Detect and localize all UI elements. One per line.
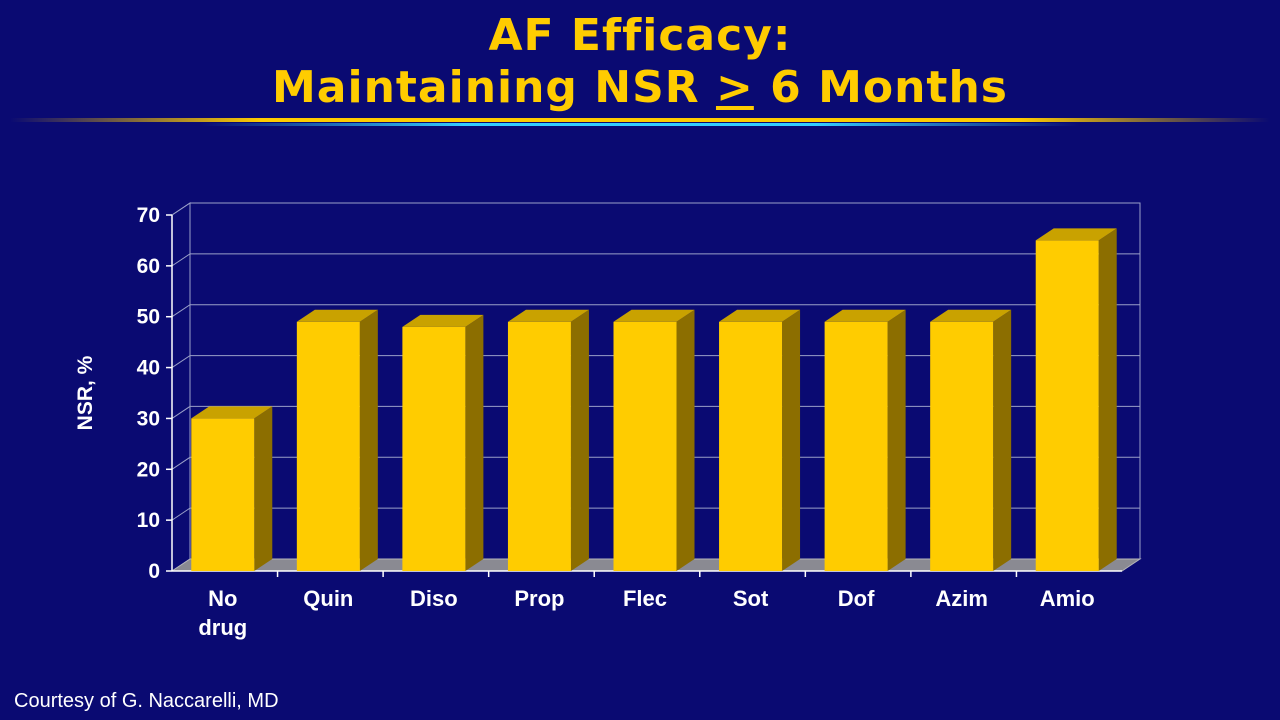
title-line-2: Maintaining NSR > 6 Months — [0, 62, 1280, 114]
x-tick-label: Diso — [410, 586, 458, 611]
bar-top — [613, 309, 695, 322]
bar-side — [570, 309, 589, 571]
bar — [1035, 240, 1099, 571]
y-tick-label: 0 — [148, 560, 160, 583]
bar — [930, 321, 994, 571]
title-line-2-suffix: 6 Months — [753, 62, 1008, 113]
bar-side — [782, 309, 801, 571]
bar-chart: 0 10 20 30 40 50 60 70 NSR, % No drug Quin Diso Prop F… — [74, 202, 1142, 640]
x-tick-label: Prop — [514, 586, 564, 611]
y-tick-label: 30 — [137, 407, 160, 430]
bar-side — [887, 309, 906, 571]
bar-top — [191, 406, 273, 419]
bar-side — [993, 309, 1012, 571]
bar-side — [254, 406, 273, 571]
x-tick-label: Dof — [838, 586, 875, 611]
bar-side — [1098, 228, 1117, 571]
x-tick-label: Sot — [733, 586, 769, 611]
y-tick-label: 10 — [137, 509, 160, 532]
bar-top — [1035, 228, 1117, 241]
x-tick-label: Flec — [623, 586, 667, 611]
bar-top — [824, 309, 906, 322]
bar — [719, 321, 783, 571]
bar — [402, 326, 466, 571]
slide-title: AF Efficacy: Maintaining NSR > 6 Months — [0, 10, 1280, 114]
gridline — [171, 202, 1140, 216]
bar-top — [719, 309, 801, 322]
x-tick-label: No drug — [198, 586, 247, 640]
bar — [824, 321, 888, 571]
title-line-1: AF Efficacy: — [488, 10, 792, 61]
x-tick-label: Quin — [303, 586, 353, 611]
bar — [613, 321, 677, 571]
gridline — [171, 253, 1140, 267]
y-tick-label: 50 — [137, 306, 160, 329]
title-divider — [10, 118, 1270, 126]
chart-side-wall — [171, 202, 191, 572]
x-tick-label: Amio — [1040, 586, 1095, 611]
bar-top — [507, 309, 589, 322]
title-line-2-prefix: Maintaining NSR — [272, 62, 716, 113]
bar — [191, 418, 255, 571]
gridline — [171, 405, 1140, 419]
bar-top — [930, 309, 1012, 322]
credit-text: Courtesy of G. Naccarelli, MD — [14, 690, 279, 712]
y-tick-label: 70 — [137, 204, 160, 227]
x-tick-label: Azim — [935, 586, 988, 611]
bar-top — [402, 314, 484, 327]
bar-side — [465, 314, 484, 571]
bar — [296, 321, 360, 571]
gridline — [171, 355, 1140, 368]
bar-side — [359, 309, 378, 571]
gridline — [171, 456, 1140, 470]
bar — [507, 321, 571, 571]
gridline — [171, 507, 1140, 521]
greater-equal-symbol: > — [715, 62, 754, 113]
bar-side — [676, 309, 695, 571]
y-tick-label: 20 — [137, 458, 160, 481]
bar-top — [296, 309, 378, 322]
y-tick-label: 60 — [137, 255, 160, 278]
y-axis-title: NSR, % — [74, 355, 97, 430]
y-tick-label: 40 — [137, 357, 160, 380]
gridline — [171, 304, 1140, 318]
